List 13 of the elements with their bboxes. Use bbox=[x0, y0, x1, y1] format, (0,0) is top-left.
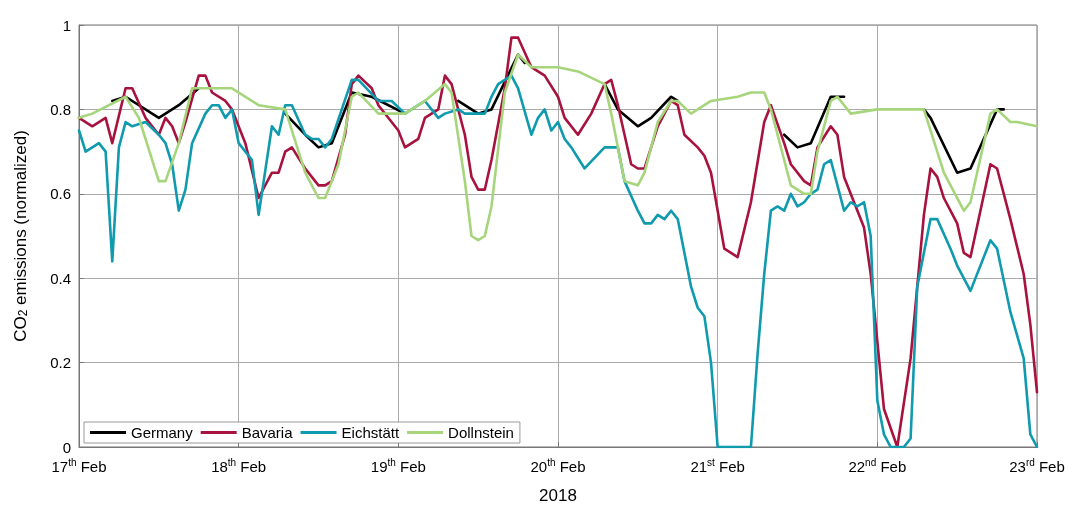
y-tick-label: 0.8 bbox=[50, 100, 71, 118]
x-axis-title: 2018 bbox=[539, 486, 577, 505]
y-tick-label: 0.4 bbox=[50, 269, 71, 287]
y-tick-label: 0.2 bbox=[50, 354, 71, 372]
y-tick-label: 0 bbox=[62, 438, 71, 456]
line-series bbox=[77, 53, 1039, 242]
y-tick-label: 0.6 bbox=[50, 185, 71, 203]
legend-label: Dollnstein bbox=[448, 424, 514, 441]
legend-label: Eichstätt bbox=[341, 424, 400, 441]
y-axis-title: CO2 emissions (normalized) bbox=[11, 130, 30, 342]
y-tick-label: 1 bbox=[62, 16, 71, 34]
legend-label: Germany bbox=[131, 424, 194, 441]
legend-label: Bavaria bbox=[241, 424, 294, 441]
